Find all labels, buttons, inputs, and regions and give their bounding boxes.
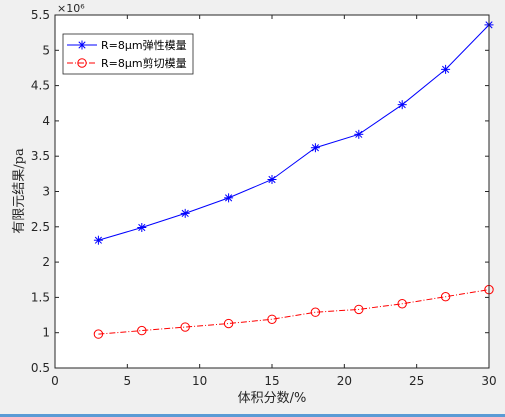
window-bottom-border <box>0 414 505 417</box>
series-1-point <box>224 193 234 203</box>
plot-box <box>54 14 490 369</box>
series-2-point <box>137 325 147 336</box>
x-tick-label: 5 <box>124 374 132 388</box>
series-2-point <box>223 318 234 329</box>
y-tick-label: 2.5 <box>31 220 50 234</box>
series-1-point <box>267 174 277 184</box>
series-1-point <box>310 143 320 153</box>
series-2-point <box>180 322 190 332</box>
y-tick-label: 5.5 <box>31 8 50 22</box>
y-tick-label: 3 <box>42 185 50 199</box>
legend-marker-asterisk <box>77 40 87 50</box>
x-tick-label: 20 <box>337 374 352 388</box>
y-tick-label: 4 <box>42 114 50 128</box>
legend-label-series-1: R=8μm弹性模量 <box>101 38 187 52</box>
series-1-point <box>93 235 103 245</box>
legend: R=8μm弹性模量 R=8μm剪切模量 <box>62 33 194 75</box>
legend-box <box>62 33 194 75</box>
y-tick-label: 4.5 <box>31 79 50 93</box>
series-2-point <box>397 299 407 309</box>
legend-marker-circle <box>77 58 87 68</box>
series-2-point <box>267 314 277 324</box>
series-2-point <box>93 329 104 339</box>
x-tick-label: 0 <box>51 374 59 388</box>
legend-marker-asterisk-shape <box>77 40 87 50</box>
series-1-point <box>354 129 364 139</box>
series-2-point <box>354 304 364 315</box>
x-tick-label: 25 <box>409 374 424 388</box>
series-1-point <box>397 100 407 110</box>
y-exponent-label: ×10⁶ <box>57 2 85 15</box>
y-tick-label: 1 <box>42 326 50 340</box>
series-1-point <box>137 223 147 233</box>
y-tick-label: 3.5 <box>31 149 50 163</box>
x-tick-label: 10 <box>192 374 207 388</box>
x-tick-label: 30 <box>481 374 496 388</box>
y-tick-label: 2 <box>42 255 50 269</box>
x-axis-label: 体积分数/% <box>238 391 307 406</box>
ticks-layer: 0 5 10 15 20 25 30 0.5 1 1.5 2 2.5 3 3.5 4 4.5 5 5.5 <box>31 8 497 388</box>
series-1-point <box>180 208 190 218</box>
y-tick-label: 0.5 <box>31 361 50 375</box>
series-2-point <box>440 291 451 302</box>
x-tick-label: 15 <box>264 374 279 388</box>
series-layer <box>93 20 494 339</box>
y-axis-label: 有限元结果/pa <box>12 148 27 234</box>
legend-label-series-2: R=8μm剪切模量 <box>101 56 187 70</box>
y-tick-label: 1.5 <box>31 290 50 304</box>
series-1-line <box>98 24 490 241</box>
series-2-point <box>310 307 321 317</box>
series-2-line <box>98 289 490 335</box>
y-tick-label: 5 <box>42 43 50 57</box>
series-1-point <box>441 64 451 74</box>
